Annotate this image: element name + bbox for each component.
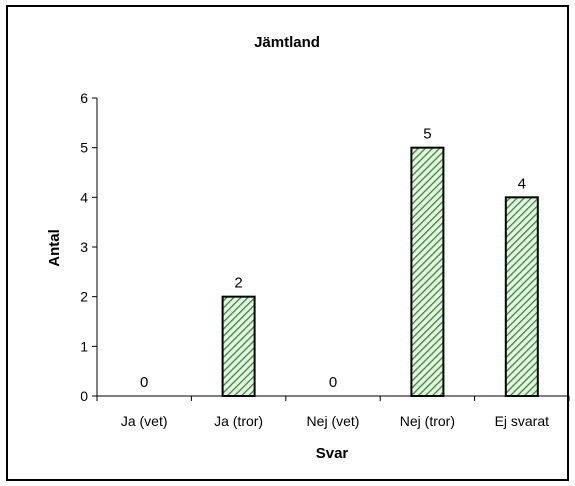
bar	[221, 295, 256, 397]
data-label: 4	[518, 175, 526, 192]
y-tick-label: 3	[80, 239, 88, 255]
x-tick-label: Ja (tror)	[214, 413, 263, 429]
data-label: 0	[329, 374, 337, 391]
x-tick-label: Nej (vet)	[307, 413, 360, 429]
y-tick-label: 2	[80, 289, 88, 305]
y-tick-label: 5	[80, 140, 88, 156]
y-tick-label: 1	[80, 338, 88, 354]
y-axis-title: Antal	[46, 229, 63, 267]
data-label: 5	[423, 126, 431, 143]
y-tick-label: 0	[80, 388, 88, 404]
chart-frame	[6, 5, 569, 481]
chart-title: Jämtland	[254, 34, 320, 51]
bar	[410, 146, 445, 397]
bar	[504, 196, 539, 397]
x-axis-title: Svar	[316, 445, 349, 462]
data-label: 2	[234, 275, 242, 292]
y-tick-label: 4	[80, 189, 88, 205]
plot-area: 0 1 2 3 4 5 6 0 Ja (vet) 2 Ja (tror) 0 Nej (vet) 5 Nej…	[80, 90, 570, 429]
x-tick-label: Ja (vet)	[121, 413, 168, 429]
x-tick-label: Nej (tror)	[400, 413, 455, 429]
y-tick-label: 6	[80, 90, 88, 106]
x-tick-label: Ej svarat	[495, 413, 550, 429]
data-label: 0	[140, 374, 148, 391]
